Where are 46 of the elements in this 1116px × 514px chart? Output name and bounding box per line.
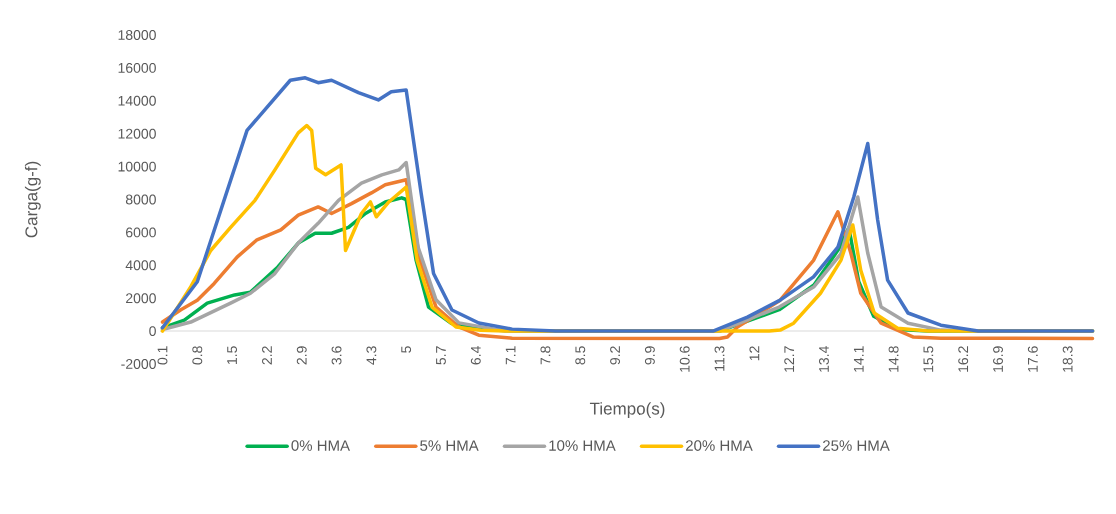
legend-label: 0% HMA: [291, 440, 351, 451]
x-tick-label: 14.1: [853, 346, 864, 372]
x-tick-label: 16.9: [993, 346, 1003, 372]
y-axis-title: Carga(g-f): [24, 161, 41, 238]
x-tick-label: 12.7: [784, 346, 795, 372]
x-tick-label: 11.3: [714, 346, 725, 371]
x-tick-label: 7.1: [505, 346, 516, 365]
x-tick-label: 14.8: [888, 346, 899, 372]
y-tick-label: 4000: [125, 260, 156, 271]
x-tick-label: 13.4: [818, 346, 829, 372]
x-tick-label: 10.6: [679, 346, 690, 372]
y-tick-label: 0: [149, 326, 156, 337]
legend-label: 10% HMA: [549, 440, 616, 451]
y-tick-label: 16000: [118, 62, 156, 73]
x-tick-label: 2.9: [296, 346, 307, 365]
x-tick-label: 1.5: [227, 346, 237, 365]
x-tick-label: 17.6: [1027, 346, 1038, 372]
x-tick-label: 0.8: [192, 346, 203, 365]
x-tick-label: 5: [401, 346, 412, 353]
y-tick-label: 12000: [118, 128, 156, 139]
legend-label: 25% HMA: [823, 440, 890, 451]
x-tick-label: 2.2: [262, 346, 272, 365]
x-tick-label: 5.7: [436, 346, 446, 365]
legend-label: 5% HMA: [420, 440, 479, 451]
y-tick-label: 14000: [118, 95, 156, 106]
x-tick-label: 18.3: [1062, 346, 1073, 372]
x-tick-label: 4.3: [366, 346, 377, 365]
x-tick-label: 15.5: [923, 346, 934, 372]
x-tick-label: 8.5: [575, 346, 586, 365]
x-axis-title: Tiempo(s): [589, 402, 665, 418]
x-tick-label: 12: [749, 346, 760, 361]
y-tick-label: 8000: [125, 194, 156, 205]
x-tick-label: 3.6: [331, 346, 342, 365]
x-tick-label: 9.9: [644, 346, 655, 365]
y-tick-label: 18000: [118, 30, 156, 40]
x-tick-label: 6.4: [470, 346, 481, 365]
line-series: [160, 76, 1095, 333]
legend-label: 20% HMA: [686, 440, 753, 451]
y-tick-label: 10000: [118, 161, 156, 172]
y-tick-label: 6000: [126, 227, 156, 238]
x-tick-label: 7.8: [540, 346, 551, 365]
x-tick-label: 9.2: [610, 346, 621, 365]
x-tick-label: 16.2: [958, 346, 969, 372]
x-tick-label: 0.1: [157, 346, 168, 365]
y-tick-label: -2000: [121, 359, 156, 369]
y-tick-label: 2000: [126, 293, 156, 304]
